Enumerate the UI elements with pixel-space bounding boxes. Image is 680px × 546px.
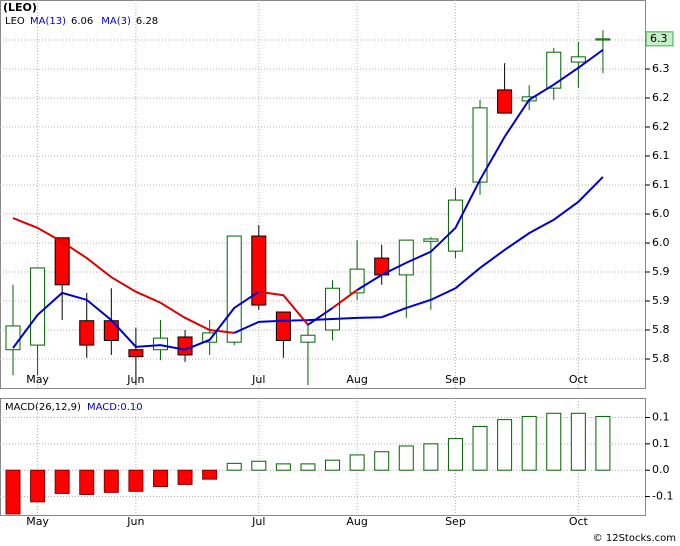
candle-body — [128, 349, 144, 358]
macd-title: MACD(26,12,9) — [5, 402, 81, 413]
macd-bar — [152, 469, 168, 488]
x-tick-label: Jun — [126, 515, 144, 528]
x-tick-label: Jul — [251, 515, 265, 528]
macd-bar — [30, 469, 46, 503]
ma-line — [12, 217, 235, 334]
y-tick-label: 5.8 — [652, 352, 670, 365]
legend-name: MA(3) — [101, 16, 131, 27]
macd-bar — [398, 445, 414, 471]
macd-bar — [275, 463, 291, 471]
macd-bar — [54, 469, 70, 494]
legend-value: 6.06 — [71, 16, 93, 27]
ma-line — [12, 290, 260, 351]
y-tick-label: 5.9 — [652, 265, 670, 278]
x-tick-label: Oct — [569, 373, 589, 386]
ma-line — [233, 176, 604, 334]
macd-bar — [349, 454, 365, 471]
candle-body — [79, 320, 95, 346]
legend-symbol: LEO — [5, 16, 25, 27]
candle-body — [54, 237, 70, 286]
candle-body — [202, 332, 218, 343]
last-price-label: 6.3 — [650, 32, 668, 45]
candle-body — [226, 235, 242, 343]
x-tick-label: Sep — [445, 515, 466, 528]
macd-bar — [177, 469, 193, 485]
y-tick-label: 0.1 — [652, 411, 670, 424]
ma-line — [356, 49, 604, 291]
macd-bar — [374, 451, 390, 471]
macd-bar — [595, 415, 611, 471]
candle-body — [546, 51, 562, 89]
candle-body — [570, 56, 586, 63]
macd-bar — [300, 463, 316, 471]
y-tick-label: 0.0 — [652, 463, 670, 476]
y-tick-label: 6.0 — [652, 207, 670, 220]
macd-bar — [497, 419, 513, 471]
ma-line — [331, 289, 358, 309]
legend-name: MA(13) — [30, 16, 66, 27]
y-tick-label: 6.1 — [652, 178, 670, 191]
macd-bar — [546, 412, 562, 471]
macd-bar — [103, 469, 119, 493]
macd-bar — [251, 460, 267, 471]
x-tick-label: Oct — [569, 515, 589, 528]
candle-body — [251, 235, 267, 306]
macd-bar — [128, 469, 144, 492]
candle-body — [5, 325, 21, 351]
candle-body — [423, 238, 439, 242]
candle-body — [177, 336, 193, 356]
x-tick-label: May — [26, 515, 49, 528]
y-tick-label: 5.9 — [652, 294, 670, 307]
macd-bar — [325, 459, 341, 471]
ma-line — [307, 307, 334, 326]
x-tick-label: Jul — [251, 373, 265, 386]
macd-bar — [5, 469, 21, 515]
macd-bar — [570, 412, 586, 471]
candle-body — [497, 89, 513, 114]
candle-body — [398, 239, 414, 276]
candle-body — [447, 199, 463, 252]
y-tick-label: 6.0 — [652, 236, 670, 249]
macd-bar — [226, 462, 242, 471]
y-tick-label: 6.2 — [652, 120, 670, 133]
ma-line — [258, 290, 309, 326]
y-tick-label: 5.8 — [652, 323, 670, 336]
candle-body — [472, 107, 488, 183]
macd-bar — [447, 438, 463, 471]
watermark: © 12Stocks.com — [593, 533, 676, 544]
x-tick-label: Aug — [346, 515, 367, 528]
chart-title: (LEO) — [3, 1, 37, 14]
macd-bar — [472, 425, 488, 471]
macd-bar — [202, 469, 218, 480]
last-price-box — [645, 31, 674, 47]
candle-body — [30, 267, 46, 346]
candle-body — [300, 334, 316, 343]
candle-body — [152, 337, 168, 351]
y-tick-label: 6.1 — [652, 149, 670, 162]
x-tick-label: Sep — [445, 373, 466, 386]
macd-bar — [521, 415, 537, 471]
macd-bar — [423, 443, 439, 471]
candle-body — [595, 38, 611, 41]
y-tick-label: -0.1 — [652, 490, 673, 503]
y-tick-label: 0.1 — [652, 437, 670, 450]
legend-name: MACD:0.10 — [87, 402, 143, 413]
x-tick-label: Aug — [346, 373, 367, 386]
macd-bar — [79, 469, 95, 495]
y-tick-label: 6.2 — [652, 91, 670, 104]
y-tick-label: 6.3 — [652, 62, 670, 75]
candle-body — [103, 320, 119, 341]
legend-value: 6.28 — [136, 16, 158, 27]
x-tick-label: May — [26, 373, 49, 386]
candle-body — [275, 311, 291, 341]
